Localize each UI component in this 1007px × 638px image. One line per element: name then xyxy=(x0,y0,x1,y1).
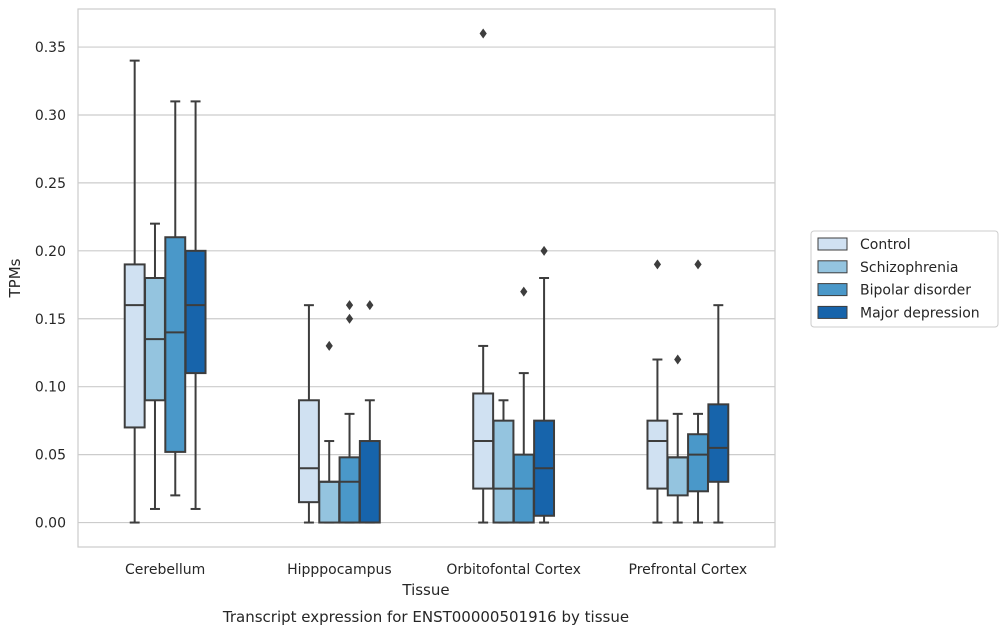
box-iqr xyxy=(164,236,187,453)
chart-title: Transcript expression for ENST0000050191… xyxy=(222,608,629,626)
box-iqr xyxy=(707,403,730,483)
outlier-marker xyxy=(674,354,682,365)
box-group xyxy=(338,300,361,524)
y-tick-label: 0.25 xyxy=(35,176,66,192)
box-iqr xyxy=(687,433,709,493)
outlier-marker xyxy=(345,300,354,311)
box-iqr xyxy=(123,263,146,429)
plot-frame xyxy=(77,8,776,548)
outlier-marker xyxy=(325,340,333,351)
y-axis-label: TPMs xyxy=(6,258,24,298)
box-group xyxy=(144,222,166,510)
legend-label: Control xyxy=(860,237,911,253)
y-tick-label: 0.35 xyxy=(35,40,66,56)
y-tick-label: 0.00 xyxy=(35,516,66,532)
x-tick-label: Hipppocampus xyxy=(287,562,392,578)
y-tick-label: 0.30 xyxy=(35,108,66,124)
y-tick-label: 0.05 xyxy=(35,448,66,464)
legend-swatch xyxy=(817,305,848,319)
outlier-marker xyxy=(694,259,702,270)
outlier-marker xyxy=(345,313,354,324)
boxes xyxy=(123,28,730,524)
box-group xyxy=(184,100,207,510)
box-iqr xyxy=(666,456,689,497)
outlier-marker xyxy=(520,286,528,297)
legend-label: Major depression xyxy=(860,305,980,321)
box-group xyxy=(666,354,689,524)
box-iqr xyxy=(184,249,207,375)
outlier-marker xyxy=(653,259,662,270)
legend-swatch xyxy=(817,283,848,297)
x-tick-label: Prefrontal Cortex xyxy=(629,562,748,578)
box-iqr xyxy=(358,440,381,524)
outlier-marker xyxy=(540,245,548,256)
box-group xyxy=(358,300,381,524)
legend-swatch xyxy=(817,260,848,274)
box-iqr xyxy=(338,456,361,524)
y-tick-label: 0.10 xyxy=(35,380,66,396)
box-group xyxy=(707,304,730,524)
legend-swatch xyxy=(817,237,848,251)
box-group xyxy=(123,59,146,524)
x-tick-label: Cerebellum xyxy=(125,562,205,578)
box-group xyxy=(297,304,320,524)
x-axis-label: Tissue xyxy=(401,581,449,599)
x-tick-labels: Cerebellum Hipppocampus Orbitofontal Corte… xyxy=(125,562,747,578)
y-tick-label: 0.15 xyxy=(35,312,66,328)
y-tick-labels: 0.00 0.05 0.10 0.15 0.20 0.25 0.30 0.35 xyxy=(35,40,66,532)
box-group xyxy=(646,259,669,524)
legend: Control Schizophrenia Bipolar disorder Majo… xyxy=(810,230,999,328)
legend-label: Schizophrenia xyxy=(860,260,958,276)
box-group xyxy=(687,259,709,524)
box-iqr xyxy=(297,399,320,504)
outlier-marker xyxy=(366,300,374,311)
box-iqr xyxy=(646,419,669,490)
outlier-marker xyxy=(479,28,487,39)
legend-frame xyxy=(810,230,999,328)
box-iqr xyxy=(492,419,515,524)
box-iqr xyxy=(318,480,341,524)
y-tick-label: 0.20 xyxy=(35,244,66,260)
legend-label: Bipolar disorder xyxy=(860,283,971,299)
box-group xyxy=(318,340,341,524)
box-group xyxy=(533,245,556,524)
x-tick-label: Orbitofontal Cortex xyxy=(446,562,581,578)
